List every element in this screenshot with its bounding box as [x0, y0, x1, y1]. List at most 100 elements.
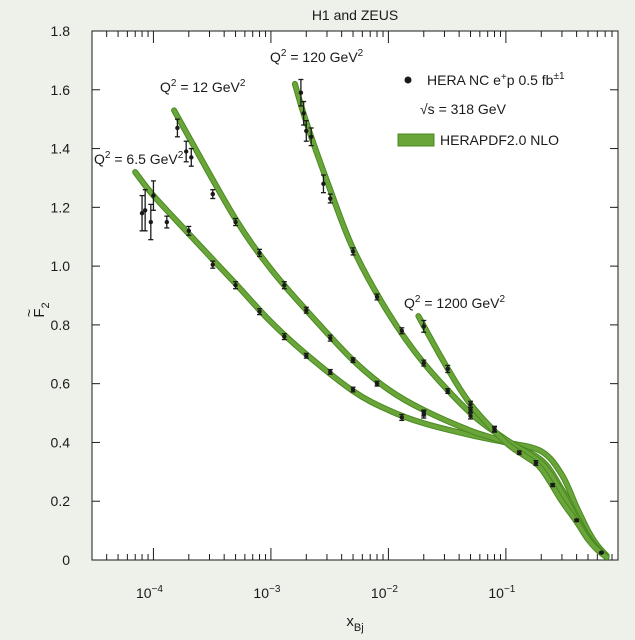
data-point [421, 359, 427, 367]
data-point [281, 333, 287, 341]
x-tick-label: 10−2 [371, 584, 398, 601]
point-marker [421, 410, 426, 416]
point-marker [574, 518, 579, 523]
point-marker [282, 334, 287, 339]
point-marker [139, 211, 145, 216]
data-point [421, 409, 427, 417]
data-point [421, 319, 427, 333]
point-marker [550, 482, 555, 488]
legend-point-marker [404, 76, 412, 84]
point-marker [321, 181, 326, 187]
point-marker [445, 366, 450, 372]
data-point [445, 388, 451, 395]
data-point [164, 215, 170, 229]
legend-data-label: HERA NC e+p 0.5 fb±1 [427, 71, 565, 88]
data-point [233, 217, 239, 227]
data-point [350, 386, 356, 393]
point-marker [374, 294, 380, 300]
point-marker [374, 381, 380, 386]
point-marker [468, 407, 473, 413]
y-axis-label-accent: ~ [21, 309, 37, 317]
data-point [350, 247, 356, 256]
point-marker [468, 413, 473, 419]
point-marker [304, 353, 309, 358]
point-marker [210, 191, 215, 197]
point-marker [175, 125, 180, 131]
x-tick-label: 10−3 [253, 584, 280, 601]
data-point [210, 260, 216, 269]
legend-sqrt-s: √s = 318 GeV [420, 101, 507, 117]
point-marker [189, 155, 194, 160]
data-point [303, 352, 309, 359]
point-marker [350, 387, 356, 392]
data-point [150, 180, 156, 211]
data-point [257, 308, 263, 316]
y-tick-label: 1.0 [51, 258, 71, 274]
data-point [327, 368, 333, 375]
data-point [598, 550, 604, 555]
series-label: Q2 = 12 GeV2 [160, 78, 246, 95]
data-point [303, 119, 309, 142]
point-marker [350, 357, 356, 363]
point-marker [164, 219, 170, 225]
data-point [445, 364, 451, 374]
y-tick-label: 1.8 [51, 23, 71, 39]
y-tick-label: 0.6 [51, 376, 71, 392]
point-marker [328, 335, 333, 341]
data-point [574, 518, 580, 523]
y-tick-label: 0 [62, 552, 70, 568]
data-point [350, 357, 356, 364]
band-line [416, 314, 609, 560]
y-tick-label: 0.2 [51, 493, 71, 509]
data-point [281, 281, 287, 290]
point-marker [301, 111, 306, 116]
point-marker [257, 250, 262, 256]
point-marker [399, 328, 404, 333]
plot-area [91, 30, 619, 561]
point-marker [517, 450, 522, 455]
data-point [174, 118, 180, 138]
data-point [399, 327, 405, 335]
point-marker [399, 415, 404, 420]
legend-band-label: HERAPDF2.0 NLO [440, 132, 559, 148]
point-marker [468, 402, 473, 407]
point-marker [298, 90, 304, 95]
point-marker [151, 193, 156, 198]
series-label: Q2 = 6.5 GeV2 [94, 150, 184, 167]
point-marker [421, 324, 426, 329]
x-tick-label: 10−4 [136, 584, 163, 601]
legend-band-swatch [397, 133, 435, 147]
point-marker [350, 249, 356, 254]
data-points [139, 78, 604, 555]
point-marker [210, 262, 215, 267]
data-point [301, 100, 307, 126]
data-point [374, 380, 380, 387]
y-axis-label-main: F2 [31, 302, 52, 317]
point-marker [328, 196, 333, 201]
data-point [399, 413, 405, 422]
point-marker [492, 427, 497, 432]
point-marker [533, 460, 539, 466]
point-marker [304, 128, 309, 134]
x-tick-label: 10−1 [488, 584, 515, 601]
data-point [188, 147, 194, 167]
series-label: Q2 = 1200 GeV2 [404, 294, 505, 311]
legend: HERA NC e+p 0.5 fb±1 √s = 318 GeV HERAPD… [397, 71, 565, 148]
point-marker [308, 134, 314, 139]
data-point [186, 225, 192, 236]
point-marker [233, 283, 238, 288]
data-point [257, 248, 263, 258]
data-point [516, 450, 522, 456]
point-marker [142, 208, 148, 213]
data-point [374, 293, 380, 301]
series-labels: Q2 = 6.5 GeV2 Q2 = 12 GeV2 Q2 = 120 GeV2 Q2… [94, 48, 505, 311]
data-point [492, 425, 498, 433]
data-point [533, 460, 539, 467]
data-point [183, 140, 189, 163]
band-line [133, 170, 609, 558]
data-point [327, 193, 333, 204]
point-marker [304, 307, 309, 313]
point-marker [233, 219, 238, 225]
point-marker [186, 228, 191, 234]
